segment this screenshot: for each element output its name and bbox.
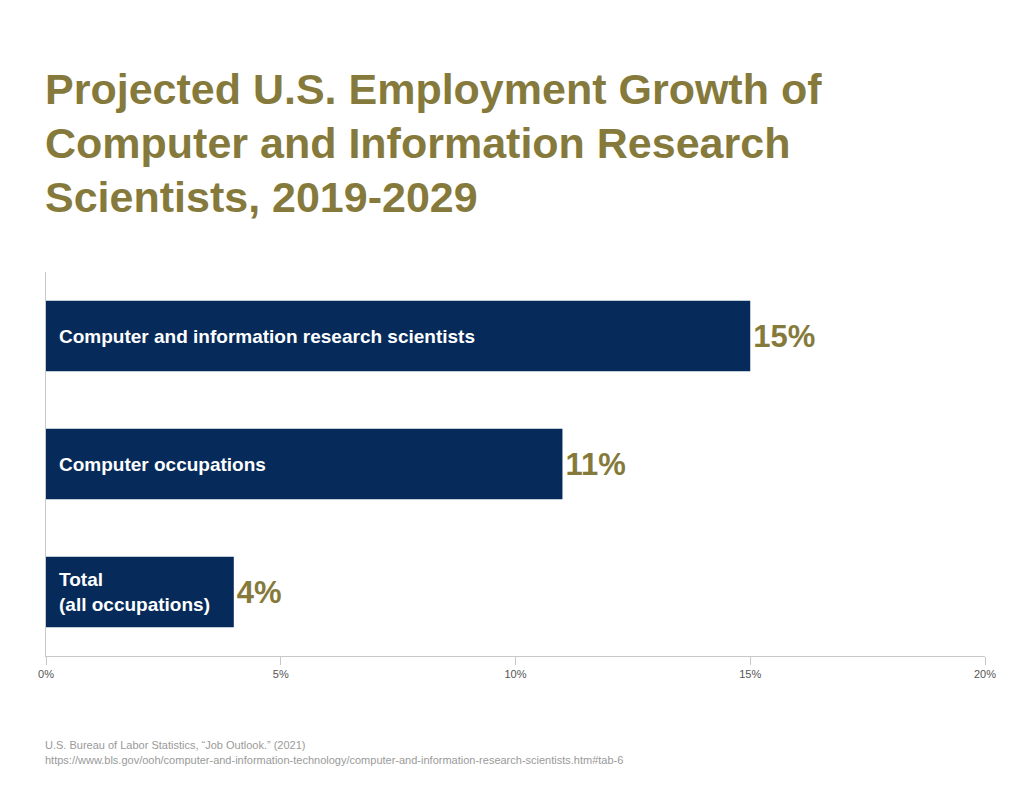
html-text:https://www.bls.gov/ooh/comput: https://www.bls.gov/ooh/computer-and-inf… [45,754,624,766]
svg-text:0%: 0% [38,668,54,680]
svg-text:5%: 5% [273,668,289,680]
svg-text:10%: 10% [504,668,526,680]
svg-text:15%: 15% [739,668,761,680]
svg-text:Computer occupations: Computer occupations [59,454,266,475]
svg-text:Computer and information resea: Computer and information research scient… [59,326,475,347]
svg-text:20%: 20% [974,668,996,680]
svg-text:15%: 15% [753,319,815,354]
svg-text:Total(all occupations): Total(all occupations) [59,569,210,615]
html-text:U.S. Bureau of Labor Statistic: U.S. Bureau of Labor Statistics, “Job Ou… [45,739,306,751]
html-text:Projected U.S. Employment Grow: Projected U.S. Employment Growth of Comp… [45,65,822,221]
svg-text:11%: 11% [565,447,625,482]
svg-text:4%: 4% [237,575,282,610]
